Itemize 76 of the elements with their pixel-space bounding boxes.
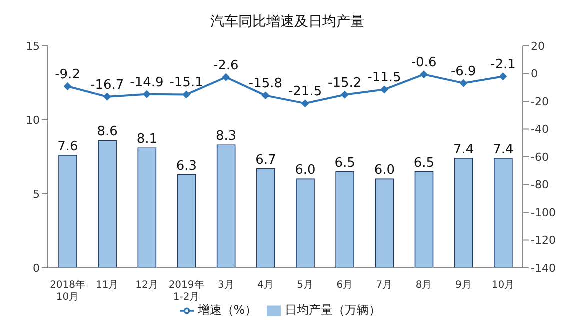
data-label: 6.0 — [295, 163, 316, 178]
x-tick-label: 11月 — [96, 280, 119, 291]
point — [142, 90, 151, 98]
y2-tick-label: -120 — [531, 234, 556, 248]
data-label: 8.3 — [216, 129, 237, 144]
data-label: -14.9 — [130, 75, 164, 90]
point — [262, 92, 270, 100]
x-tick-label: 12月 — [136, 280, 158, 291]
data-label: 6.7 — [256, 152, 276, 168]
y2-tick-label: -60 — [531, 150, 549, 164]
data-label: 6.3 — [176, 158, 198, 174]
y-tick-label: 15 — [26, 40, 40, 53]
data-label: -0.6 — [411, 56, 437, 71]
point — [499, 72, 508, 81]
bar — [454, 158, 474, 268]
bar — [375, 178, 394, 268]
point — [64, 82, 72, 91]
data-label: 7.4 — [493, 142, 514, 158]
y-tick-label: 5 — [33, 188, 40, 201]
data-label: 7.4 — [453, 142, 474, 158]
data-label: -6.9 — [450, 64, 476, 80]
data-label: -9.2 — [55, 68, 80, 83]
x-tick-label: 6月 — [336, 280, 354, 291]
y2-tick-label: -20 — [531, 95, 549, 108]
x-tick-label: 3月 — [218, 280, 234, 291]
y-tick-label: 0 — [33, 262, 40, 275]
bar — [296, 178, 315, 268]
data-label: -15.8 — [248, 76, 283, 92]
point — [420, 70, 428, 79]
bar — [138, 148, 157, 268]
data-label: -11.5 — [368, 70, 402, 86]
point — [460, 79, 468, 88]
point — [222, 73, 230, 82]
y2-tick-label: -140 — [531, 262, 556, 275]
x-tick-label: 4月 — [258, 280, 274, 291]
data-label: -2.1 — [490, 58, 516, 73]
bar — [98, 140, 117, 268]
legend-label: 日均产量（万辆） — [285, 303, 382, 317]
data-label: 7.6 — [58, 140, 78, 155]
y2-tick-label: 20 — [531, 40, 545, 53]
point — [182, 90, 191, 99]
point — [380, 86, 388, 94]
y2-tick-label: 0 — [531, 68, 538, 81]
data-label: 6.5 — [414, 156, 435, 171]
data-label: -15.1 — [170, 76, 204, 91]
point — [340, 90, 349, 99]
data-label: -16.7 — [90, 78, 124, 93]
y-tick-label: 10 — [26, 114, 40, 127]
point — [301, 100, 310, 108]
legend-label: 增速（%） — [198, 303, 258, 317]
bar — [256, 168, 276, 268]
y2-tick-label: -40 — [531, 123, 549, 136]
data-label: 6.5 — [334, 156, 356, 171]
bar — [58, 155, 78, 268]
data-label: -15.2 — [328, 76, 362, 91]
y2-tick-label: -80 — [531, 178, 549, 192]
x-tick-label: 8月 — [416, 280, 432, 291]
data-label: -21.5 — [288, 84, 322, 100]
data-label: 8.1 — [136, 132, 158, 148]
chart-title: 汽车同比增速及日均产量 — [210, 13, 366, 32]
bar — [494, 158, 513, 268]
point — [103, 92, 112, 101]
x-tick-label: 7月 — [376, 280, 393, 291]
bar — [177, 174, 196, 268]
bar — [414, 171, 434, 268]
data-label: 8.6 — [97, 124, 118, 140]
data-label: 6.0 — [374, 163, 396, 178]
bar — [336, 171, 354, 268]
bar — [216, 144, 236, 268]
data-label: -2.6 — [213, 58, 239, 74]
x-tick-label: 5月 — [297, 280, 314, 291]
x-tick-label: 2018年 10月 — [50, 279, 86, 303]
x-tick-label: 10月 — [492, 280, 515, 291]
y2-tick-label: -100 — [531, 206, 556, 220]
x-tick-label: 2019年 1-2月 — [168, 279, 204, 303]
x-tick-label: 9月 — [455, 280, 472, 291]
